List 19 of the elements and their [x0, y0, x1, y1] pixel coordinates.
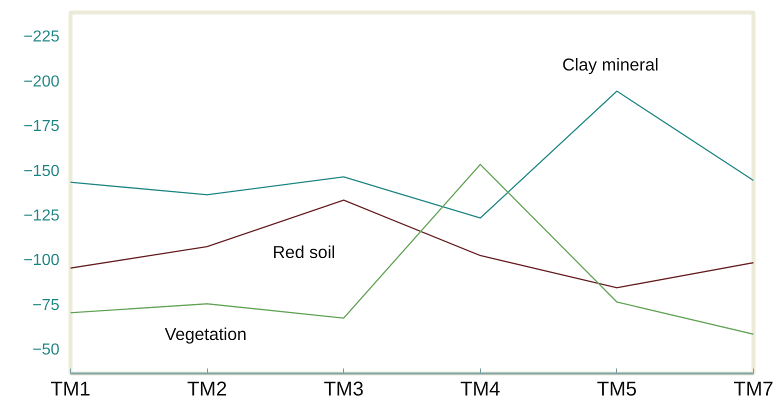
y-tick-label: −200 [23, 73, 60, 90]
line-series [70, 200, 754, 288]
series-label: Red soil [272, 242, 336, 262]
y-tick-label: −175 [23, 118, 60, 136]
x-tick-label: TM4 [460, 378, 500, 400]
x-tick-label: TM1 [50, 378, 90, 400]
x-tick-label: TM3 [324, 378, 364, 400]
line-series [70, 90, 754, 219]
y-tick-label: −100 [23, 252, 60, 270]
x-tick-label: TM2 [187, 378, 228, 400]
x-tick-label: TM5 [596, 378, 637, 400]
y-tick-label: −50 [32, 341, 60, 358]
y-tick-label: −150 [23, 162, 60, 180]
y-tick-label: −225 [23, 28, 60, 46]
y-tick-label: −125 [23, 207, 60, 224]
series-label: Vegetation [164, 324, 247, 344]
x-tick-label: TM7 [734, 378, 774, 400]
y-tick-label: −75 [32, 296, 60, 314]
series-label: Clay mineral [562, 54, 659, 74]
